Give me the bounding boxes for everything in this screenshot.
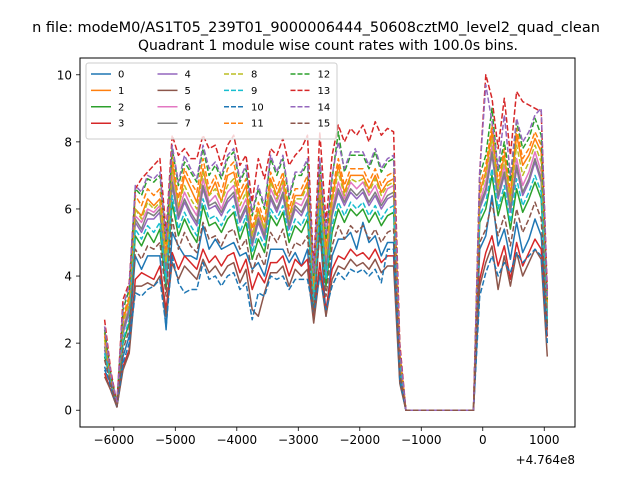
figure-suptitle: n file: modeM0/AS1T05_239T01_9000006444_… — [32, 20, 600, 36]
y-tick-label: 4 — [64, 270, 72, 284]
x-tick-label: −4000 — [217, 433, 258, 447]
legend-label-15: 15 — [318, 119, 331, 130]
x-tick-label: −2000 — [339, 433, 380, 447]
y-tick-label: 2 — [64, 337, 72, 351]
x-tick-label: −6000 — [94, 433, 135, 447]
x-tick-label: −3000 — [278, 433, 319, 447]
x-tick-label: −5000 — [155, 433, 196, 447]
legend-label-10: 10 — [251, 102, 264, 113]
legend-label-2: 2 — [118, 102, 124, 113]
plot-frame — [79, 57, 576, 428]
series-line-15 — [103, 201, 549, 411]
legend-label-6: 6 — [185, 102, 191, 113]
legend-label-0: 0 — [118, 70, 124, 81]
legend-label-8: 8 — [251, 70, 257, 81]
legend-label-11: 11 — [251, 119, 264, 130]
legend-label-5: 5 — [185, 86, 191, 97]
x-axis: −6000 −5000 −4000 −3000 −2000 −1000 0 1000 — [94, 427, 560, 447]
legend-label-7: 7 — [185, 119, 191, 130]
legend-label-1: 1 — [118, 86, 124, 97]
plot-lines — [103, 74, 549, 411]
legend-label-3: 3 — [118, 119, 124, 130]
y-tick-label: 0 — [64, 404, 72, 418]
x-tick-label: 0 — [479, 433, 487, 447]
legend-label-12: 12 — [318, 70, 331, 81]
y-tick-label: 8 — [64, 135, 72, 149]
y-tick-label: 6 — [64, 202, 72, 216]
x-tick-label: 1000 — [529, 433, 560, 447]
legend-label-13: 13 — [318, 86, 331, 97]
y-axis: 0 2 4 6 8 10 — [57, 68, 80, 418]
x-tick-label: −1000 — [401, 433, 442, 447]
series-line-11 — [103, 124, 549, 411]
chart-title: Quadrant 1 module wise count rates with … — [138, 38, 518, 54]
legend-label-9: 9 — [251, 86, 257, 97]
legend-box — [85, 62, 338, 140]
x-offset-label: +4.764e8 — [516, 453, 575, 467]
y-tick-label: 10 — [57, 68, 72, 82]
legend-label-14: 14 — [318, 102, 331, 113]
legend-label-4: 4 — [185, 70, 191, 81]
